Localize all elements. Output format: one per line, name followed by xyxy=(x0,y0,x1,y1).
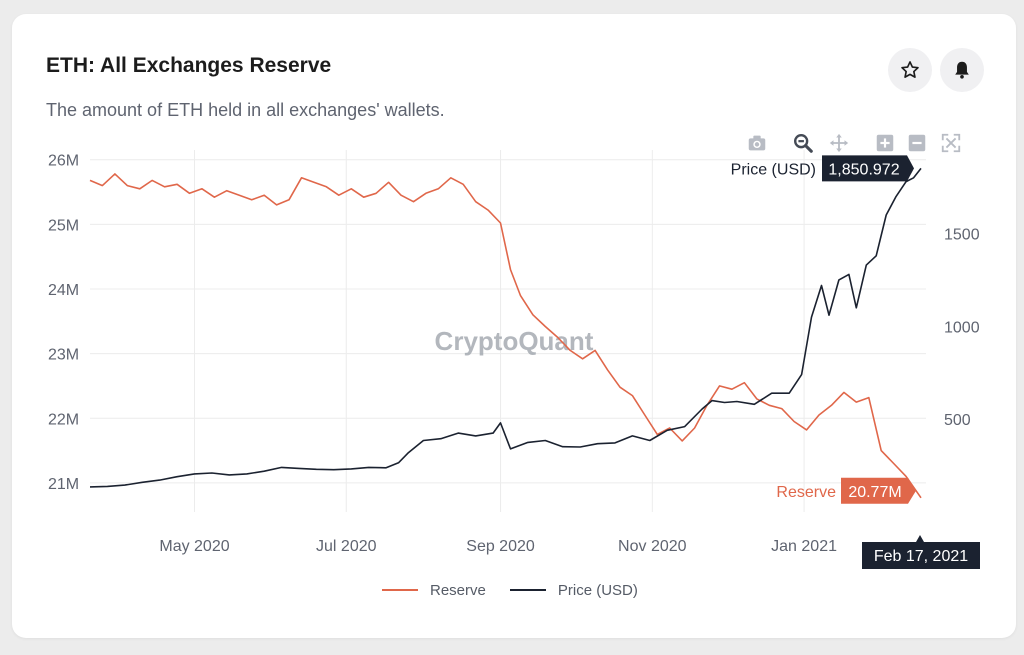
zoom-icon[interactable] xyxy=(792,132,814,154)
y-left-tick-label: 25M xyxy=(48,217,79,234)
bell-icon xyxy=(955,61,969,79)
y-left-tick-label: 22M xyxy=(48,411,79,428)
camera-icon[interactable] xyxy=(746,132,768,154)
legend-label-price: Price (USD) xyxy=(557,581,638,599)
legend-label-reserve: Reserve xyxy=(430,581,486,599)
hover-reserve-box xyxy=(841,477,916,504)
series-line-price xyxy=(89,167,922,488)
x-tick-label: Nov 2020 xyxy=(618,538,687,555)
legend-item-price[interactable]: Price (USD) xyxy=(509,581,638,599)
y-left-tick-label: 21M xyxy=(48,476,79,493)
pan-icon[interactable] xyxy=(828,132,850,154)
favorite-button[interactable] xyxy=(888,48,932,92)
chart-legend: Reserve Price (USD) xyxy=(382,580,662,600)
hover-price-value: 1,850.972 xyxy=(828,161,899,178)
hover-date-label: Feb 17, 2021 xyxy=(874,548,968,565)
hover-price-box xyxy=(822,155,914,182)
zoom-in-icon[interactable] xyxy=(874,132,896,154)
hover-price-label: Price (USD) xyxy=(731,161,816,178)
x-tick-label: May 2020 xyxy=(159,538,229,555)
legend-swatch-price xyxy=(509,589,546,591)
autoscale-icon[interactable] xyxy=(940,132,962,154)
y-left-tick-label: 23M xyxy=(48,347,79,364)
y-left-tick-label: 26M xyxy=(48,153,79,170)
zoom-out-icon[interactable] xyxy=(906,132,928,154)
watermark: CryptoQuant xyxy=(435,326,594,356)
alert-button[interactable] xyxy=(940,48,984,92)
x-tick-label: Jul 2020 xyxy=(316,538,377,555)
star-icon xyxy=(901,61,919,78)
y-right-tick-label: 1000 xyxy=(944,319,980,336)
chart-card: ETH: All Exchanges Reserve The amount of… xyxy=(12,14,1016,638)
chart-title: ETH: All Exchanges Reserve xyxy=(46,54,332,77)
hover-reserve-value: 20.77M xyxy=(848,484,901,501)
legend-item-reserve[interactable]: Reserve xyxy=(382,582,486,599)
series-line-reserve xyxy=(89,173,922,499)
x-tick-label: Jan 2021 xyxy=(771,538,837,555)
y-right-tick-label: 500 xyxy=(944,412,971,429)
y-right-tick-label: 1500 xyxy=(944,227,980,244)
x-tick-label: Sep 2020 xyxy=(466,538,535,555)
chart-subtitle: The amount of ETH held in all exchanges'… xyxy=(46,100,445,120)
y-left-tick-label: 24M xyxy=(48,282,79,299)
legend-swatch-reserve xyxy=(382,589,418,591)
hover-reserve-label: Reserve xyxy=(776,484,836,501)
hover-date-box xyxy=(862,535,980,569)
